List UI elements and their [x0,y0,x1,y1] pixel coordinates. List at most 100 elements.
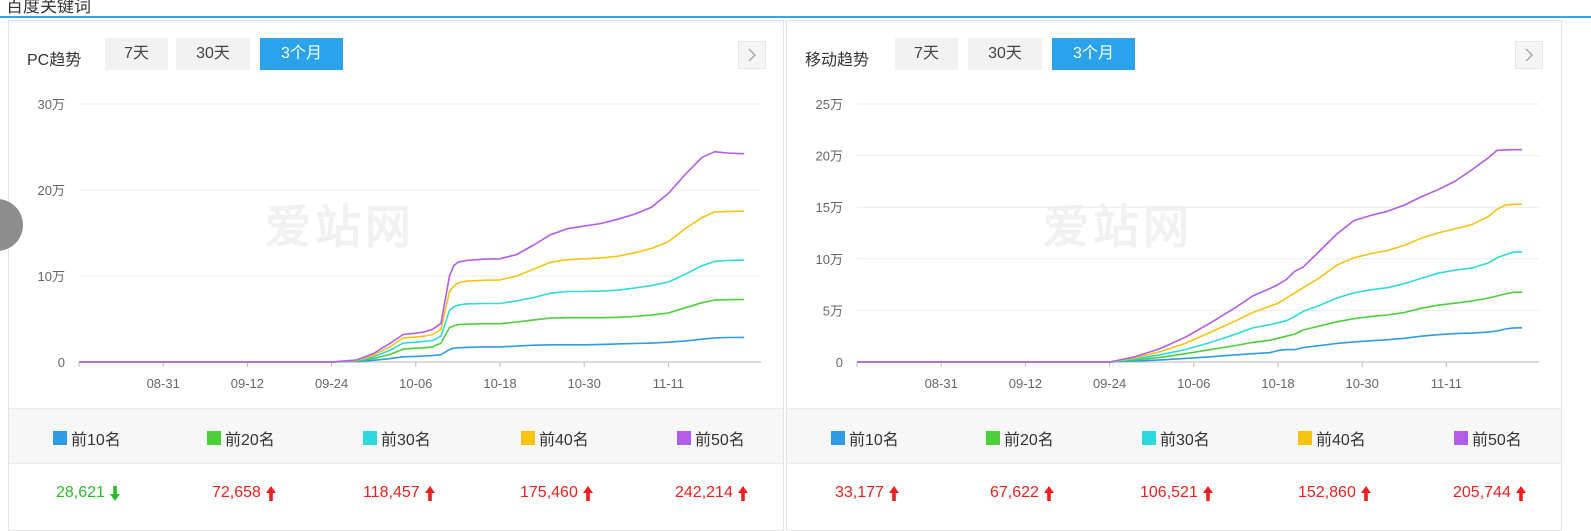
value-text: 205,744 [1453,484,1511,501]
series-line-2 [857,291,1523,363]
y-tick-label: 20万 [816,149,843,164]
y-tick-label: 0 [836,355,843,370]
series-line-4 [79,210,745,363]
value-top20: 67,622 [990,484,1054,502]
panel-header: 移动趋势 7天 30天 3个月 [787,21,1561,81]
legend-item-top50[interactable]: 前50名 [1454,426,1522,450]
series-line-5 [857,148,1523,363]
side-scroll-handle[interactable] [0,199,23,251]
x-tick-label: 11-11 [653,376,684,391]
series-line-3 [857,251,1523,363]
value-text: 175,460 [520,484,578,501]
legend-swatch [207,431,221,445]
next-button[interactable] [1515,41,1543,69]
pc-trend-panel: PC趋势 7天 30天 3个月 爱站网 0 10万 20万 30万 08-31 09-12… [0,20,784,531]
y-tick-label: 25万 [816,97,843,112]
x-tick-label: 09-12 [231,376,264,391]
x-tick-label: 08-31 [147,376,180,391]
legend-label: 前40名 [1316,432,1366,449]
x-tick-label: 10-18 [1261,376,1294,391]
legend-item-top30[interactable]: 前30名 [1142,426,1210,450]
values-row: 28,621 72,658 118,457 175,460 242,214 [9,464,783,521]
x-tick-label: 10-18 [483,376,516,391]
value-top50: 242,214 [675,484,748,502]
panel-title: PC趋势 [27,52,82,69]
value-text: 242,214 [675,484,733,501]
arrow-up-icon [424,485,435,501]
legend-item-top20[interactable]: 前20名 [207,426,275,450]
legend-label: 前50名 [1472,432,1522,449]
tab-3-months[interactable]: 3个月 [1052,38,1135,70]
x-tick-label: 10-06 [399,376,432,391]
section-title: 百度关键词 [6,0,91,16]
legend-row: 前10名 前20名 前30名 前40名 前50名 [787,408,1561,464]
value-top40: 175,460 [520,484,593,502]
tab-30-days[interactable]: 30天 [968,38,1042,70]
y-tick-label: 10万 [816,252,843,267]
value-top10: 33,177 [835,484,899,502]
panel-title: 移动趋势 [805,52,870,69]
series-line-1 [857,327,1523,363]
y-tick-label: 30万 [38,97,65,112]
value-top40: 152,860 [1298,484,1371,502]
value-text: 33,177 [835,484,884,501]
series-line-5 [79,150,745,363]
panel-header: PC趋势 7天 30天 3个月 [9,21,783,81]
next-button[interactable] [738,41,766,69]
section-divider [0,16,1591,18]
tab-7-days[interactable]: 7天 [895,38,958,70]
legend-item-top30[interactable]: 前30名 [363,426,431,450]
value-text: 28,621 [56,484,105,501]
value-top10: 28,621 [56,484,120,502]
legend-label: 前10名 [71,432,121,449]
legend-swatch [986,431,1000,445]
x-tick-label: 10-30 [568,376,601,391]
y-tick-label: 15万 [816,200,843,215]
arrow-down-icon [109,485,120,501]
legend-item-top10[interactable]: 前10名 [831,426,899,450]
arrow-up-icon [888,485,899,501]
legend-swatch [831,431,845,445]
value-text: 72,658 [212,484,261,501]
chevron-right-icon [1525,48,1534,62]
values-row: 33,177 67,622 106,521 152,860 205,744 [787,464,1561,521]
value-text: 67,622 [990,484,1039,501]
legend-row: 前10名 前20名 前30名 前40名 前50名 [9,408,783,464]
legend-item-top50[interactable]: 前50名 [677,426,745,450]
x-tick-label: 08-31 [925,376,958,391]
tab-7-days[interactable]: 7天 [105,38,168,70]
legend-label: 前20名 [1004,432,1054,449]
tab-30-days[interactable]: 30天 [176,38,250,70]
y-tick-label: 10万 [38,269,65,284]
legend-item-top40[interactable]: 前40名 [1298,426,1366,450]
y-tick-label: 20万 [38,183,65,198]
legend-swatch [1142,431,1156,445]
legend-label: 前40名 [539,432,589,449]
watermark-logo: 爱站网 [1043,201,1193,253]
value-top30: 118,457 [363,484,435,502]
x-tick-label: 09-24 [315,376,348,391]
value-top20: 72,658 [212,484,276,502]
series-line-2 [79,298,745,363]
value-top50: 205,744 [1453,484,1526,502]
mobile-trend-chart: 0 5万 10万 15万 20万 25万 08-31 09-12 09-24 10-06 10-18… [816,97,1539,391]
legend-swatch [521,431,535,445]
legend-item-top40[interactable]: 前40名 [521,426,589,450]
series-line-4 [857,203,1523,363]
arrow-up-icon [1515,485,1526,501]
arrow-up-icon [1360,485,1371,501]
value-text: 152,860 [1298,484,1356,501]
series-line-1 [79,336,745,363]
value-text: 118,457 [363,484,420,501]
arrow-up-icon [737,485,748,501]
arrow-up-icon [582,485,593,501]
mobile-trend-panel: 移动趋势 7天 30天 3个月 爱站网 0 5万 10万 15万 20万 25万 08-31… [786,20,1562,531]
tab-3-months[interactable]: 3个月 [260,38,343,70]
arrow-up-icon [1043,485,1054,501]
legend-item-top10[interactable]: 前10名 [53,426,121,450]
value-top30: 106,521 [1140,484,1213,502]
watermark-logo: 爱站网 [265,201,415,253]
legend-item-top20[interactable]: 前20名 [986,426,1054,450]
legend-label: 前50名 [695,432,745,449]
series-line-3 [79,259,745,363]
